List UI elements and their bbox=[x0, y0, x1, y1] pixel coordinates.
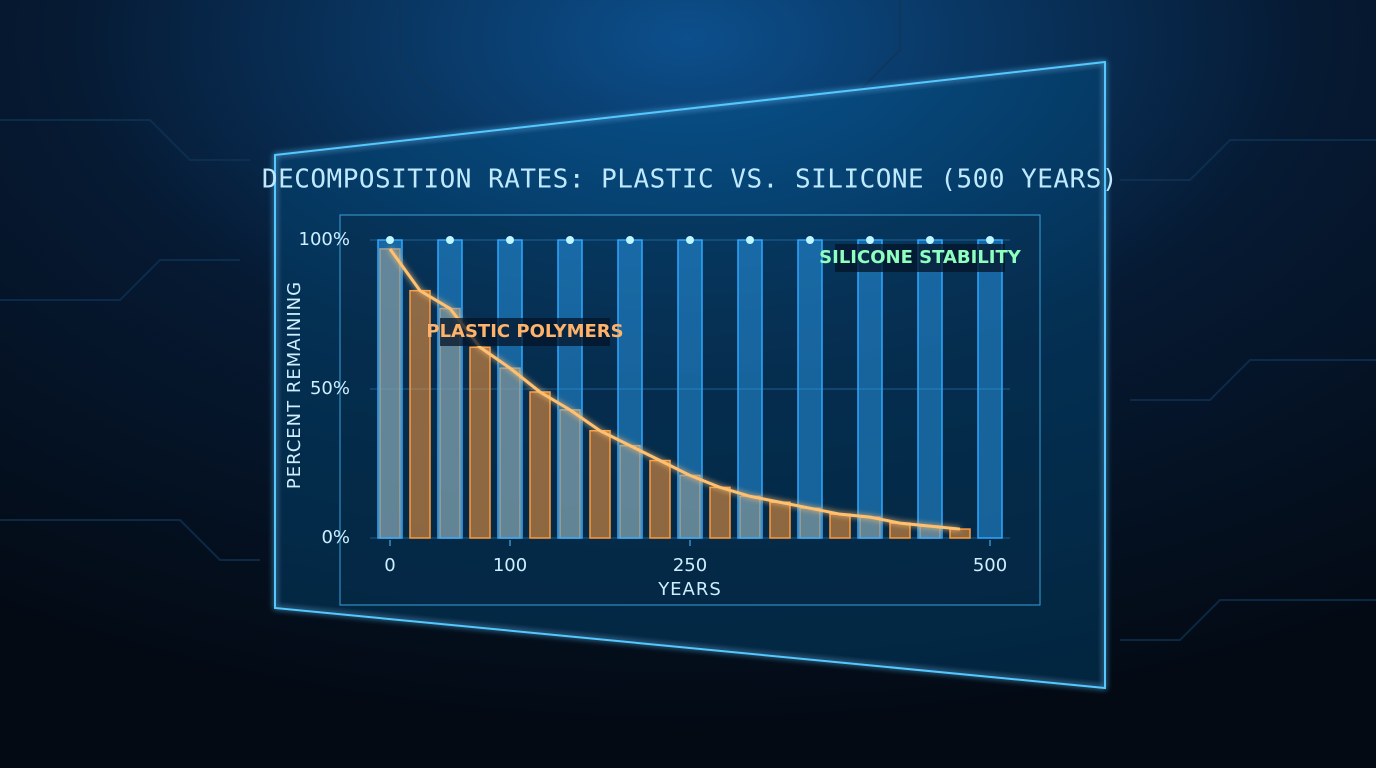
line-dot bbox=[566, 236, 574, 244]
line-dot bbox=[926, 236, 934, 244]
bar bbox=[769, 501, 791, 539]
line-dot bbox=[386, 236, 394, 244]
line-dot bbox=[686, 236, 694, 244]
bar bbox=[529, 391, 551, 539]
line-dot bbox=[866, 236, 874, 244]
circuit-decoration bbox=[0, 0, 1376, 641]
bar bbox=[829, 513, 851, 539]
line-dot bbox=[806, 236, 814, 244]
chart-title: DECOMPOSITION RATES: PLASTIC VS. SILICON… bbox=[262, 165, 1118, 195]
series-annotation: PLASTIC POLYMERS bbox=[426, 321, 623, 342]
bar bbox=[949, 528, 971, 539]
bar bbox=[797, 239, 823, 539]
bar bbox=[709, 486, 731, 539]
y-tick-label: 0% bbox=[321, 527, 350, 548]
bar bbox=[437, 239, 463, 539]
bar bbox=[469, 346, 491, 539]
y-tick-label: 100% bbox=[299, 229, 350, 250]
line-dot bbox=[986, 236, 994, 244]
x-tick-label: 500 bbox=[973, 555, 1007, 576]
bar bbox=[977, 239, 1003, 539]
bar bbox=[857, 239, 883, 539]
x-tick-label: 100 bbox=[493, 555, 527, 576]
bar bbox=[589, 429, 611, 539]
bar bbox=[557, 239, 583, 539]
x-axis-label: YEARS bbox=[657, 579, 722, 600]
y-tick-label: 50% bbox=[310, 378, 350, 399]
x-tick-label: 250 bbox=[673, 555, 707, 576]
x-tick-label: 0 bbox=[384, 555, 395, 576]
line-dot bbox=[446, 236, 454, 244]
y-axis-label: PERCENT REMAINING bbox=[284, 281, 305, 489]
bar bbox=[917, 239, 943, 539]
annotation-bg bbox=[835, 244, 1005, 272]
bar bbox=[617, 239, 643, 539]
line-dot bbox=[506, 236, 514, 244]
line-dot bbox=[746, 236, 754, 244]
annotation-bg bbox=[440, 318, 610, 346]
bar bbox=[377, 239, 403, 539]
bar bbox=[649, 459, 671, 539]
plot-area: 0% 50% 100% 0 100 250 500 PLASTIC POLYMERS SILIC… bbox=[299, 229, 1022, 576]
bar bbox=[677, 239, 703, 539]
series-line bbox=[388, 248, 961, 531]
line-dot bbox=[626, 236, 634, 244]
bar bbox=[497, 239, 523, 539]
bar bbox=[889, 522, 911, 539]
series-annotation: SILICONE STABILITY bbox=[819, 247, 1022, 268]
